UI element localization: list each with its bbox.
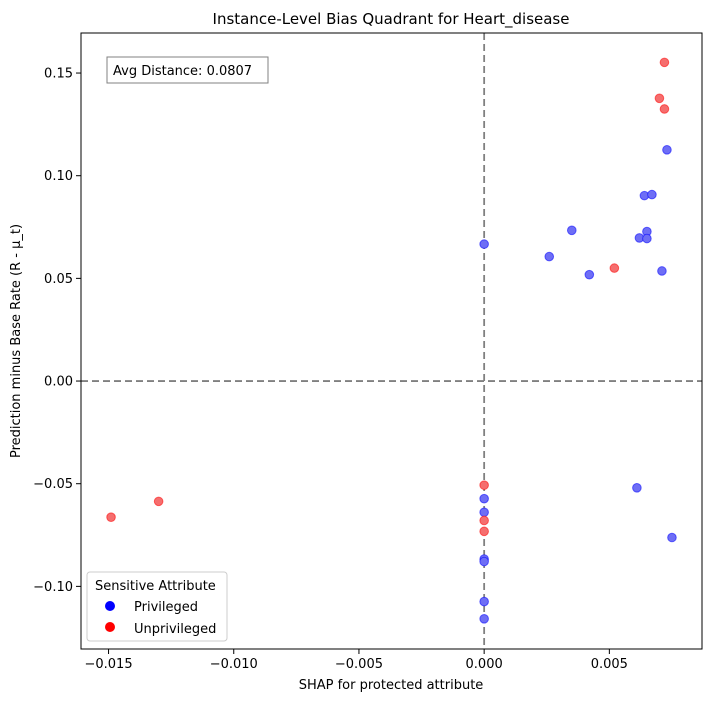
x-tick-label: −0.015 (84, 657, 132, 672)
point-unprivileged (479, 480, 489, 490)
y-axis-label: Prediction minus Base Rate (R - μ_t) (9, 224, 24, 458)
legend-label-unprivileged: Unprivileged (134, 622, 216, 637)
y-tick-label: −0.05 (33, 477, 73, 492)
point-privileged (479, 614, 489, 624)
y-tick-label: 0.05 (44, 272, 73, 287)
point-unprivileged (479, 515, 489, 526)
chart-title: Instance-Level Bias Quadrant for Heart_d… (213, 10, 570, 29)
point-privileged (667, 532, 677, 543)
point-privileged (479, 239, 489, 249)
legend-title: Sensitive Attribute (95, 579, 216, 594)
x-axis: −0.015 −0.010 −0.005 0.000 0.005 (84, 649, 628, 672)
legend-marker-privileged (105, 601, 115, 611)
y-tick-label: −0.10 (33, 580, 73, 595)
point-unprivileged (479, 526, 489, 537)
point-privileged (584, 269, 595, 280)
y-tick-label: 0.15 (44, 67, 73, 82)
point-unprivileged (153, 496, 164, 507)
point-privileged (479, 556, 489, 567)
annotation-frame (106, 56, 269, 84)
point-privileged (479, 596, 489, 607)
annotation-box: Avg Distance: 0.0807 (106, 56, 269, 84)
point-privileged (566, 225, 577, 236)
point-privileged (479, 507, 489, 518)
x-tick-label: −0.005 (335, 657, 383, 672)
legend-label-privileged: Privileged (134, 600, 198, 615)
x-axis-label: SHAP for protected attribute (299, 678, 484, 693)
point-unprivileged (654, 93, 665, 104)
x-tick-label: 0.000 (466, 657, 503, 672)
annotation-text: Avg Distance: 0.0807 (113, 64, 252, 79)
point-privileged (642, 233, 652, 244)
point-privileged (479, 493, 489, 504)
point-privileged (657, 266, 667, 276)
legend: Sensitive Attribute Privileged Unprivile… (86, 571, 228, 642)
point-privileged (647, 189, 657, 200)
data-points (106, 57, 677, 624)
plot-area (80, 32, 703, 650)
point-privileged (632, 483, 642, 493)
y-tick-label: 0.00 (44, 375, 73, 390)
point-privileged (662, 145, 672, 155)
point-unprivileged (609, 263, 620, 273)
legend-marker-unprivileged (105, 622, 115, 632)
point-unprivileged (659, 57, 670, 68)
point-privileged (544, 251, 555, 262)
y-tick-label: 0.10 (44, 169, 73, 184)
point-unprivileged (659, 104, 670, 114)
plot-frame (81, 33, 702, 649)
legend-frame (86, 571, 228, 642)
point-unprivileged (106, 512, 116, 522)
y-axis: −0.10 −0.05 0.00 0.05 0.10 0.15 (33, 67, 81, 595)
x-tick-label: 0.005 (591, 657, 628, 672)
x-tick-label: −0.010 (210, 657, 258, 672)
plot-border (80, 32, 703, 650)
